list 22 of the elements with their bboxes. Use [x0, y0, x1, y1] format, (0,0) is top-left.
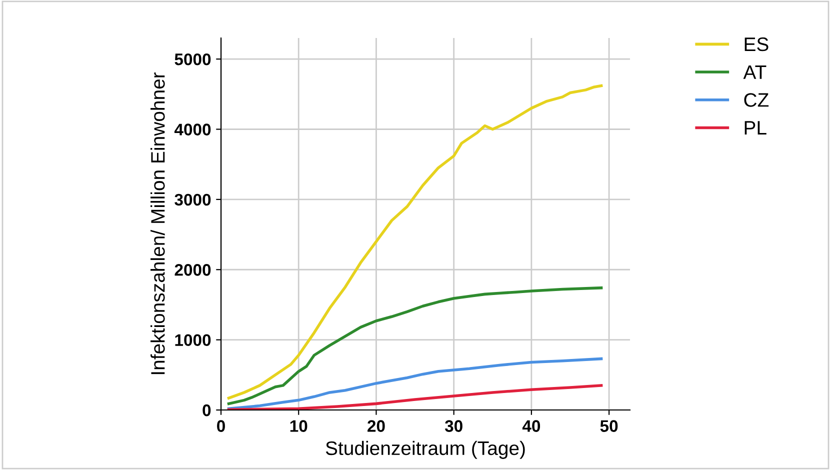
x-tick-label: 0 — [217, 420, 225, 432]
line-series — [227, 384, 603, 410]
x-tick-label: 10 — [290, 420, 308, 432]
line-series — [227, 286, 603, 406]
y-tick-label: 2000 — [174, 264, 211, 276]
x-axis-title: Studienzeitraum (Tage) — [326, 440, 525, 459]
x-tick-label: 40 — [522, 420, 540, 432]
y-tick-label: 1000 — [175, 334, 211, 346]
line-series — [227, 357, 603, 410]
legend-label: CZ — [744, 93, 769, 107]
legend-label: PL — [744, 121, 766, 135]
line-series — [227, 84, 603, 400]
y-tick-label: 5000 — [174, 53, 211, 66]
x-tick-label: 20 — [368, 420, 385, 432]
y-tick-label: 3000 — [174, 194, 211, 206]
legend-label: AT — [743, 65, 766, 79]
legend-label: ES — [744, 37, 768, 52]
y-tick-label: 0 — [202, 404, 211, 416]
x-tick-label: 30 — [444, 420, 462, 432]
x-tick-label: 50 — [600, 420, 618, 432]
y-axis-title: Infektionszahlen/ Million Einwohner — [150, 72, 165, 374]
y-tick-label: 4000 — [174, 124, 211, 136]
